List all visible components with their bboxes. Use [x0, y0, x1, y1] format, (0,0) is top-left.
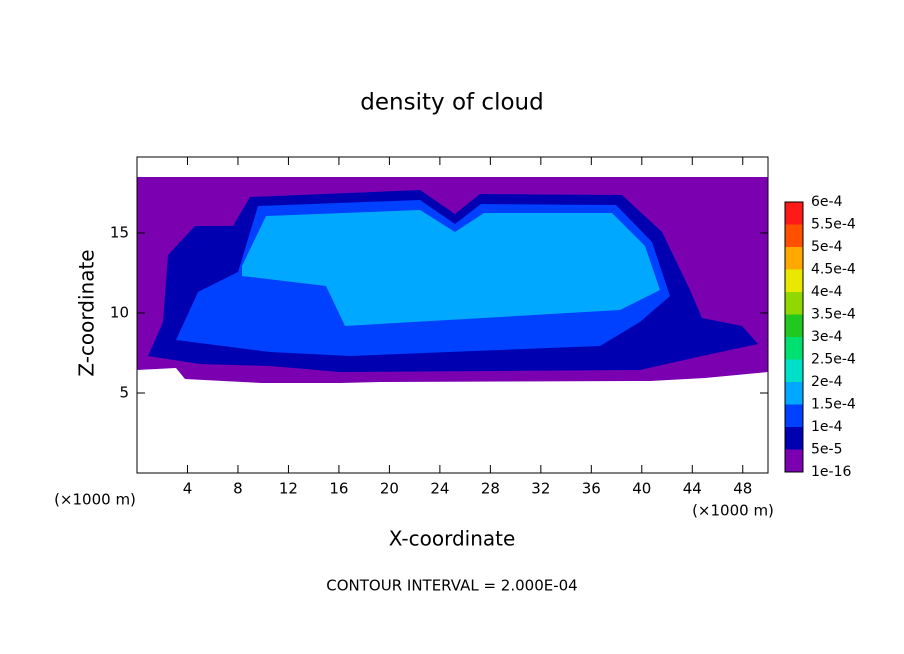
x-axis-label: X-coordinate	[389, 527, 516, 551]
colorbar-box	[785, 382, 803, 405]
y-tick-label: 15	[110, 224, 129, 242]
colorbar-label: 2.5e-4	[811, 352, 856, 368]
colorbar-label: 3e-4	[811, 329, 843, 345]
x-tick-label: 4	[183, 480, 193, 498]
colorbar-box	[785, 269, 803, 292]
colorbar-label: 5.5e-4	[811, 217, 856, 233]
x-tick-label: 36	[582, 480, 601, 498]
x-tick-label: 20	[380, 480, 399, 498]
x-unit-label: (×1000 m)	[692, 502, 774, 520]
x-tick-label: 24	[430, 480, 449, 498]
x-tick-label: 16	[329, 480, 348, 498]
colorbar-label: 3.5e-4	[811, 307, 856, 323]
colorbar-box	[785, 359, 803, 382]
colorbar-label: 4.5e-4	[811, 262, 856, 278]
colorbar-box	[785, 449, 803, 472]
colorbar-box	[785, 314, 803, 337]
colorbar-label: 5e-5	[811, 442, 842, 458]
x-tick-label: 8	[233, 480, 243, 498]
colorbar-label: 6e-4	[811, 194, 843, 210]
x-tick-label: 40	[632, 480, 651, 498]
plot-frame	[136, 156, 769, 474]
y-axis-label: Z-coordinate	[75, 249, 99, 376]
y-tick-label: 10	[110, 304, 129, 322]
colorbar-label: 4e-4	[811, 284, 843, 300]
x-tick-label: 48	[733, 480, 752, 498]
x-tick-label: 44	[683, 480, 702, 498]
colorbar-label: 1.5e-4	[811, 397, 856, 413]
y-tick-label: 5	[119, 384, 129, 402]
colorbar-box	[785, 247, 803, 270]
colorbar-label: 1e-16	[811, 464, 851, 480]
x-unit-label: (×1000 m)	[54, 491, 136, 509]
annotation: CONTOUR INTERVAL = 2.000E-04	[326, 577, 577, 595]
colorbar-box	[785, 337, 803, 360]
x-tick-label: 28	[481, 480, 500, 498]
contour-region	[242, 210, 660, 326]
x-tick-label: 32	[531, 480, 550, 498]
colorbar-label: 1e-4	[811, 419, 843, 435]
colorbar-frame	[784, 201, 804, 473]
colorbar-box	[785, 404, 803, 427]
colorbar-label: 5e-4	[811, 239, 843, 255]
colorbar-box	[785, 427, 803, 450]
colorbar-box	[785, 202, 803, 225]
colorbar-box	[785, 292, 803, 315]
colorbar-box	[785, 224, 803, 247]
colorbar-label: 2e-4	[811, 374, 843, 390]
chart-title: density of cloud	[360, 90, 543, 116]
x-tick-label: 12	[279, 480, 298, 498]
